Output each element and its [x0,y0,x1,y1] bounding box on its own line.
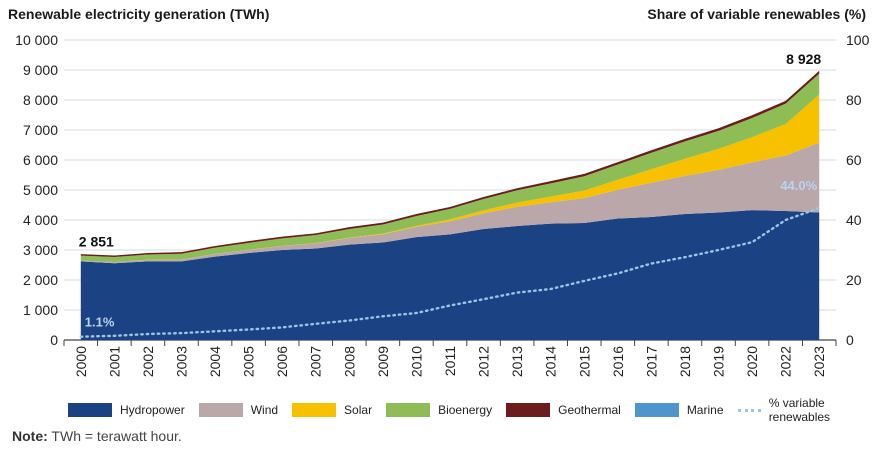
x-tick-label: 2006 [274,346,290,377]
y-right-tick-label: 100 [846,32,870,48]
x-tick-label: 2003 [173,346,189,377]
line-variable-renewables-share [79,206,821,338]
legend-swatch-hydropower [68,403,112,417]
legend-item-solar: Solar [292,403,372,417]
x-tick-label: 2023 [811,346,827,377]
y-right-tick-label: 80 [846,92,862,108]
x-tick-label: 2013 [509,346,525,377]
x-tick-label: 2017 [643,346,659,377]
footnote-text: TWh = terawatt hour. [51,428,182,444]
x-tick-label: 2001 [106,346,122,377]
annotation-share-end: 44.0% [780,178,817,193]
y-left-tick-label: 6 000 [23,152,58,168]
legend-item-wind: Wind [198,403,279,417]
footnote-label: Note: [12,428,48,444]
y-left-tick-label: 4 000 [23,212,58,228]
legend-swatch-wind [198,403,243,417]
legend-label-variable-share: % variable renewables [768,396,831,424]
legend-swatch-marine [634,403,679,417]
x-tick-label: 2016 [610,346,626,377]
legend-label-geothermal: Geothermal [558,403,621,417]
legend: Hydropower Wind Solar Bioenergy Geotherm… [68,396,876,424]
x-tick-label: 2004 [207,346,223,377]
footnote: Note: TWh = terawatt hour. [12,428,182,444]
y-left-tick-label: 8 000 [23,92,58,108]
left-axis-title: Renewable electricity generation (TWh) [8,6,270,22]
legend-swatch-solar [292,403,337,417]
area-solar [80,94,820,263]
area-wind [80,142,820,264]
y-left-tick-label: 5 000 [23,182,58,198]
x-tick-label: 2005 [241,346,257,377]
x-tick-label: 2014 [543,346,559,377]
legend-label-marine: Marine [686,403,724,417]
legend-swatch-variable-share [737,408,761,412]
right-axis-title: Share of variable renewables (%) [647,6,866,22]
y-left-tick-label: 0 [50,332,58,348]
legend-item-hydropower: Hydropower [68,403,185,417]
y-left-tick-label: 7 000 [23,122,58,138]
legend-label-wind: Wind [250,403,279,417]
y-left-tick-label: 1 000 [23,302,58,318]
x-tick-label: 2009 [375,346,391,377]
y-left-tick-label: 9 000 [23,62,58,78]
x-tick-label: 2000 [73,346,89,377]
y-right-tick-label: 60 [846,152,862,168]
legend-swatch-geothermal [506,403,551,417]
legend-item-bioenergy: Bioenergy [386,403,492,417]
y-left-tick-label: 3 000 [23,242,58,258]
x-tick-label: 2002 [140,346,156,377]
area-hydropower [80,210,820,340]
legend-item-variable-share: % variable renewables [737,396,863,424]
x-tick-label: 2015 [576,346,592,377]
x-tick-label: 2019 [711,346,727,377]
annotation-total-end: 8 928 [786,51,821,67]
legend-swatch-bioenergy [386,403,431,417]
x-tick-label: 2022 [778,346,794,377]
annotation-total-start: 2 851 [79,233,114,249]
x-tick-label: 2007 [308,346,324,377]
x-tick-label: 2020 [744,346,760,377]
y-left-tick-label: 2 000 [23,272,58,288]
legend-label-solar: Solar [344,403,373,417]
y-right-tick-label: 40 [846,212,862,228]
x-tick-label: 2008 [341,346,357,377]
x-tick-label: 2018 [677,346,693,377]
x-tick-label: 2011 [442,346,458,376]
legend-item-geothermal: Geothermal [506,403,621,417]
legend-item-marine: Marine [634,403,724,417]
legend-label-bioenergy: Bioenergy [438,403,493,417]
annotation-share-start: 1.1% [85,315,115,330]
y-right-tick-label: 20 [846,272,862,288]
x-tick-label: 2012 [476,346,492,377]
x-tick-label: 2010 [408,346,424,377]
y-right-tick-label: 0 [846,332,854,348]
y-left-tick-label: 10 000 [15,32,58,48]
legend-label-hydropower: Hydropower [120,403,185,417]
